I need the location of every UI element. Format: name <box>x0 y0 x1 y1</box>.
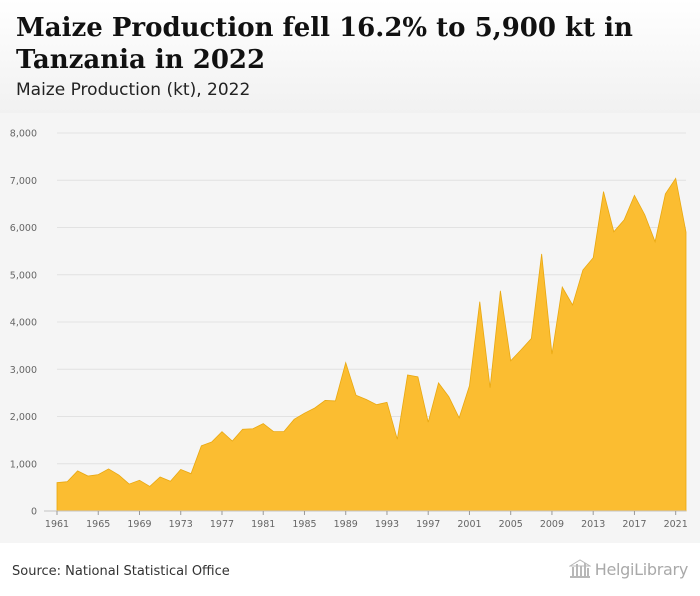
x-tick-label: 1961 <box>45 519 69 530</box>
footer: Source: National Statistical Office Helg… <box>0 543 700 596</box>
helgi-library-logo: HelgiLibrary <box>568 559 689 579</box>
x-tick-label: 1985 <box>292 519 316 530</box>
y-tick-label: 5,000 <box>10 270 37 281</box>
x-tick-label: 1997 <box>416 519 440 530</box>
area-chart: 0 1,000 2,000 3,000 4,000 5,000 6,000 7,000 8,00… <box>10 129 688 531</box>
y-tick-label: 3,000 <box>10 365 37 376</box>
x-tick-label: 2005 <box>499 519 523 530</box>
x-tick-label: 2009 <box>540 519 564 530</box>
x-tick-label: 2013 <box>581 519 605 530</box>
y-tick-label: 4,000 <box>10 318 37 329</box>
y-tick-label: 1,000 <box>10 459 37 470</box>
chart-title: Maize Production fell 16.2% to 5,900 kt … <box>16 13 633 75</box>
x-tick-label: 1977 <box>210 519 234 530</box>
source-note: Source: National Statistical Office <box>12 564 230 579</box>
x-tick-label: 1973 <box>169 519 193 530</box>
x-tick-label: 2021 <box>664 519 688 530</box>
header: Maize Production fell 16.2% to 5,900 kt … <box>0 0 700 113</box>
y-tick-label: 0 <box>31 507 37 518</box>
x-tick-label: 2001 <box>457 519 481 530</box>
chart-area: 0 1,000 2,000 3,000 4,000 5,000 6,000 7,000 8,00… <box>0 113 700 543</box>
y-tick-label: 8,000 <box>10 129 37 140</box>
library-building-icon <box>568 559 591 578</box>
x-tick-label: 1965 <box>86 519 110 530</box>
logo-text: HelgiLibrary <box>594 559 689 579</box>
y-tick-label: 2,000 <box>10 412 37 423</box>
x-tick-label: 1969 <box>127 519 151 530</box>
chart-subtitle: Maize Production (kt), 2022 <box>16 80 251 100</box>
area-series <box>56 177 687 512</box>
x-tick-label: 1981 <box>251 519 275 530</box>
y-tick-label: 6,000 <box>10 223 37 234</box>
y-tick-label: 7,000 <box>10 176 37 187</box>
x-tick-label: 1989 <box>334 519 358 530</box>
x-tick-label: 2017 <box>622 519 646 530</box>
x-tick-label: 1993 <box>375 519 399 530</box>
